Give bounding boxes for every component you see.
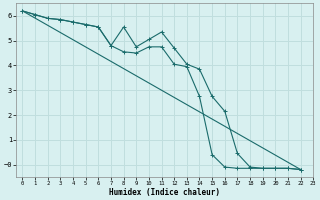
X-axis label: Humidex (Indice chaleur): Humidex (Indice chaleur)	[109, 188, 220, 197]
